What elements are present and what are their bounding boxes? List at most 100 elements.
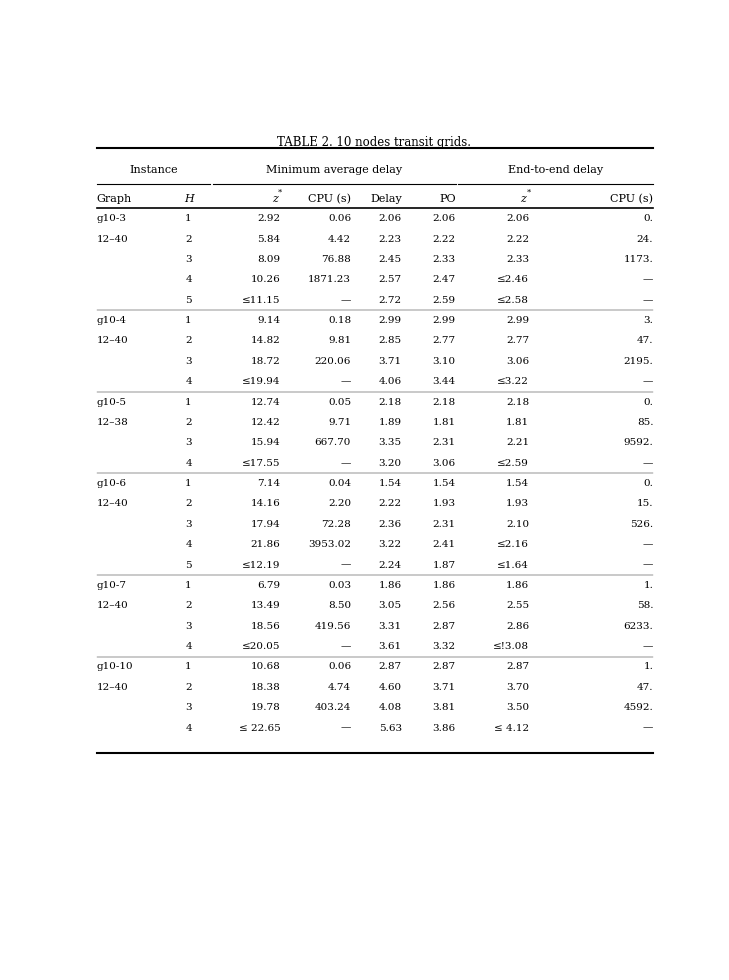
Text: 2.33: 2.33 [432,255,456,264]
Text: 2.22: 2.22 [379,500,402,509]
Text: 0.04: 0.04 [328,479,351,488]
Text: 2.06: 2.06 [432,215,456,223]
Text: 3.22: 3.22 [379,540,402,549]
Text: —: — [340,296,351,305]
Text: 2.24: 2.24 [379,561,402,569]
Text: 4: 4 [185,723,192,733]
Text: 2.06: 2.06 [506,215,529,223]
Text: 12.74: 12.74 [251,398,281,407]
Text: 4: 4 [185,275,192,284]
Text: H: H [184,194,193,204]
Text: 8.50: 8.50 [328,602,351,611]
Text: g10-7: g10-7 [97,581,127,590]
Text: 4592.: 4592. [623,704,653,712]
Text: 1.: 1. [644,581,653,590]
Text: 3.44: 3.44 [432,377,456,386]
Text: 3: 3 [185,438,192,447]
Text: 2.47: 2.47 [432,275,456,284]
Text: 2.31: 2.31 [432,519,456,529]
Text: 3: 3 [185,704,192,712]
Text: 3.86: 3.86 [432,723,456,733]
Text: 4: 4 [185,459,192,467]
Text: 1.86: 1.86 [379,581,402,590]
Text: 18.56: 18.56 [251,621,281,631]
Text: 3.70: 3.70 [506,683,529,692]
Text: ≤2.46: ≤2.46 [497,275,529,284]
Text: 2.99: 2.99 [432,317,456,325]
Text: 0.: 0. [644,398,653,407]
Text: 2.45: 2.45 [379,255,402,264]
Text: TABLE 2. 10 nodes transit grids.: TABLE 2. 10 nodes transit grids. [276,136,471,150]
Text: 2.18: 2.18 [379,398,402,407]
Text: 10.26: 10.26 [251,275,281,284]
Text: 2.59: 2.59 [432,296,456,305]
Text: 419.56: 419.56 [315,621,351,631]
Text: z: z [521,194,526,204]
Text: 2.36: 2.36 [379,519,402,529]
Text: 6.79: 6.79 [257,581,281,590]
Text: —: — [643,275,653,284]
Text: 2.92: 2.92 [257,215,281,223]
Text: 3.81: 3.81 [432,704,456,712]
Text: 12–40: 12–40 [97,683,128,692]
Text: 2: 2 [185,602,192,611]
Text: 24.: 24. [636,234,653,244]
Text: 1173.: 1173. [623,255,653,264]
Text: 2.87: 2.87 [506,662,529,671]
Text: g10-3: g10-3 [97,215,127,223]
Text: 2.22: 2.22 [432,234,456,244]
Text: 4: 4 [185,377,192,386]
Text: 9.14: 9.14 [257,317,281,325]
Text: 2.31: 2.31 [432,438,456,447]
Text: *: * [278,189,282,197]
Text: 9592.: 9592. [623,438,653,447]
Text: 4: 4 [185,642,192,651]
Text: 220.06: 220.06 [315,357,351,366]
Text: 1.81: 1.81 [506,417,529,427]
Text: 5.63: 5.63 [379,723,402,733]
Text: ≤ 22.65: ≤ 22.65 [238,723,281,733]
Text: Graph: Graph [97,194,132,204]
Text: 5.84: 5.84 [257,234,281,244]
Text: 3.31: 3.31 [379,621,402,631]
Text: 2.41: 2.41 [432,540,456,549]
Text: 2.99: 2.99 [506,317,529,325]
Text: 2.57: 2.57 [379,275,402,284]
Text: g10-6: g10-6 [97,479,127,488]
Text: 1.89: 1.89 [379,417,402,427]
Text: CPU (s): CPU (s) [308,194,351,204]
Text: 4.74: 4.74 [328,683,351,692]
Text: 1: 1 [185,479,192,488]
Text: —: — [643,296,653,305]
Text: 2.06: 2.06 [379,215,402,223]
Text: 3.71: 3.71 [379,357,402,366]
Text: —: — [340,723,351,733]
Text: ≤2.59: ≤2.59 [497,459,529,467]
Text: 3: 3 [185,519,192,529]
Text: 0.18: 0.18 [328,317,351,325]
Text: 1: 1 [185,317,192,325]
Text: 0.06: 0.06 [328,662,351,671]
Text: 3.06: 3.06 [432,459,456,467]
Text: 2.85: 2.85 [379,336,402,346]
Text: 2.33: 2.33 [506,255,529,264]
Text: Delay: Delay [370,194,402,204]
Text: —: — [643,723,653,733]
Text: 13.49: 13.49 [251,602,281,611]
Text: —: — [340,459,351,467]
Text: 2.22: 2.22 [506,234,529,244]
Text: ≤2.58: ≤2.58 [497,296,529,305]
Text: End-to-end delay: End-to-end delay [508,166,604,175]
Text: 2.20: 2.20 [328,500,351,509]
Text: ≤3.22: ≤3.22 [497,377,529,386]
Text: 2.10: 2.10 [506,519,529,529]
Text: 3.05: 3.05 [379,602,402,611]
Text: 0.06: 0.06 [328,215,351,223]
Text: ≤19.94: ≤19.94 [242,377,281,386]
Text: 3.35: 3.35 [379,438,402,447]
Text: 0.: 0. [644,479,653,488]
Text: 3.61: 3.61 [379,642,402,651]
Text: 1.54: 1.54 [432,479,456,488]
Text: 2.77: 2.77 [432,336,456,346]
Text: 18.38: 18.38 [251,683,281,692]
